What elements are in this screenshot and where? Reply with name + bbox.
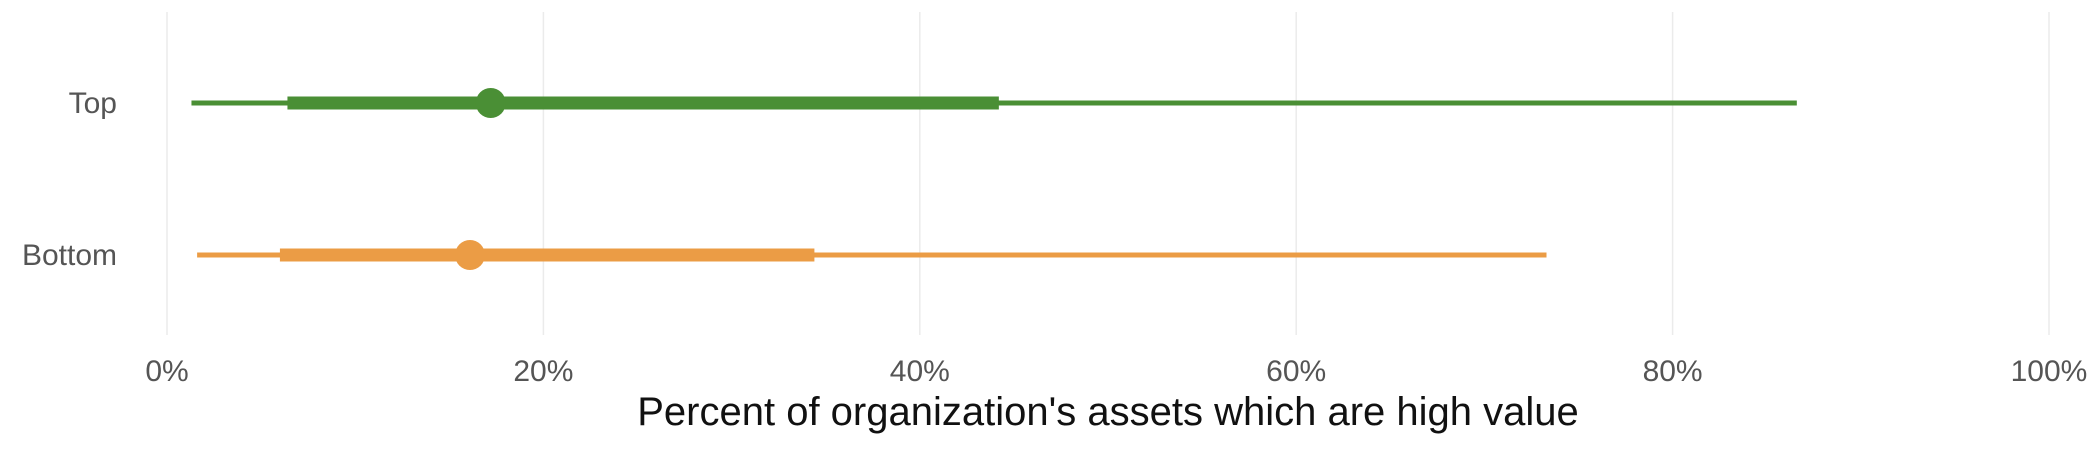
x-tick-label: 20%: [513, 355, 573, 388]
x-tick-label: 100%: [2011, 355, 2088, 388]
x-axis-ticks: 0% 20% 40% 60% 80% 100%: [145, 355, 2087, 388]
x-tick-label: 80%: [1643, 355, 1703, 388]
category-label: Top: [69, 87, 117, 120]
x-axis-title: Percent of organization's assets which a…: [637, 390, 1579, 434]
x-tick-label: 60%: [1266, 355, 1326, 388]
category-label: Bottom: [22, 239, 117, 272]
point-estimate-dot: [455, 240, 486, 270]
y-axis-categories: Top Bottom: [22, 87, 117, 272]
x-tick-label: 0%: [145, 355, 188, 388]
gridlines: [166, 12, 2050, 335]
x-tick-label: 40%: [890, 355, 950, 388]
interval-marks: [191, 88, 1797, 270]
point-estimate-dot: [475, 88, 506, 118]
